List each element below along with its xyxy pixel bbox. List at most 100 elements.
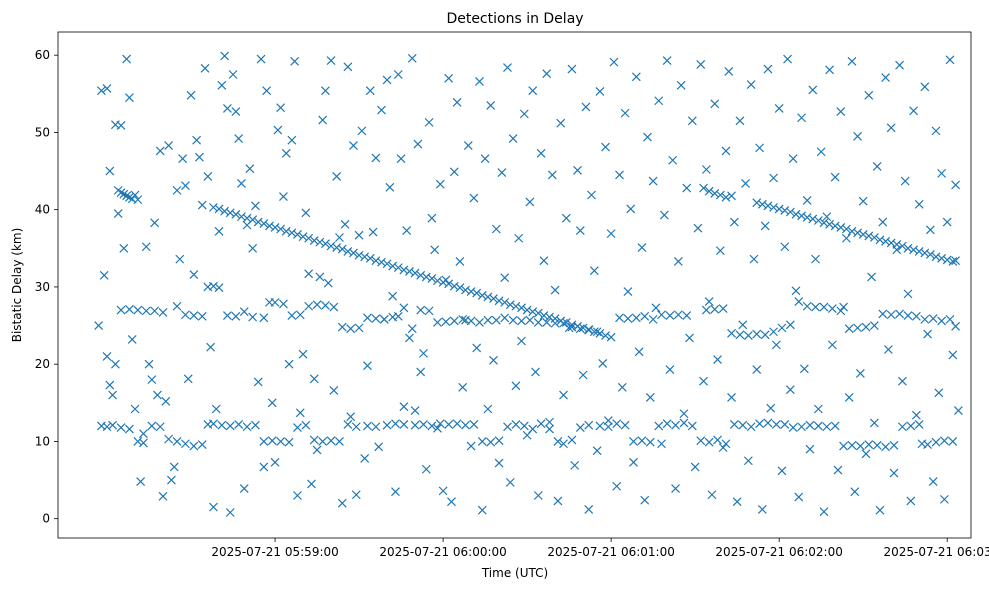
data-point bbox=[124, 424, 134, 434]
data-point bbox=[155, 146, 165, 156]
data-point bbox=[427, 213, 437, 223]
data-point bbox=[287, 135, 297, 145]
data-point bbox=[889, 468, 899, 478]
data-point bbox=[494, 436, 504, 446]
data-point bbox=[391, 487, 400, 497]
data-point bbox=[704, 437, 714, 447]
data-point bbox=[662, 56, 672, 66]
data-point bbox=[421, 272, 431, 282]
y-tick-label: 10 bbox=[35, 434, 50, 448]
data-point bbox=[536, 419, 546, 429]
data-point bbox=[458, 382, 468, 392]
data-point bbox=[637, 436, 647, 446]
data-point bbox=[645, 392, 655, 402]
data-point bbox=[444, 279, 454, 289]
data-point bbox=[136, 477, 146, 487]
data-point bbox=[315, 272, 325, 282]
data-point bbox=[651, 303, 661, 313]
data-point bbox=[323, 278, 333, 288]
data-point bbox=[273, 125, 283, 135]
data-point bbox=[517, 316, 526, 326]
data-point bbox=[609, 57, 619, 67]
data-point bbox=[234, 420, 244, 429]
data-point bbox=[110, 359, 120, 369]
data-point bbox=[802, 195, 812, 205]
data-point bbox=[813, 404, 823, 414]
data-point bbox=[245, 164, 255, 174]
data-point bbox=[825, 219, 834, 229]
data-point bbox=[449, 281, 459, 291]
data-point bbox=[819, 218, 829, 228]
data-point bbox=[889, 440, 899, 450]
data-point bbox=[318, 115, 328, 125]
data-point bbox=[682, 183, 692, 193]
data-point bbox=[570, 460, 580, 470]
data-point bbox=[220, 206, 230, 216]
data-point bbox=[262, 86, 272, 96]
data-point bbox=[813, 421, 823, 431]
data-point bbox=[897, 422, 907, 432]
data-point bbox=[914, 199, 924, 209]
data-point bbox=[209, 281, 218, 291]
data-point bbox=[710, 304, 720, 314]
data-point bbox=[847, 226, 857, 236]
data-point bbox=[169, 462, 179, 472]
data-point bbox=[141, 242, 151, 252]
data-point bbox=[939, 436, 949, 446]
data-point bbox=[850, 487, 860, 497]
data-point bbox=[757, 504, 767, 514]
data-point bbox=[360, 252, 370, 262]
data-point bbox=[727, 392, 736, 402]
data-point bbox=[192, 135, 202, 145]
data-point bbox=[830, 421, 840, 431]
data-point bbox=[559, 390, 568, 400]
data-point bbox=[461, 420, 470, 430]
data-point bbox=[433, 276, 442, 286]
data-point bbox=[105, 166, 115, 176]
data-point bbox=[138, 429, 148, 439]
data-point bbox=[477, 291, 487, 300]
data-point bbox=[886, 123, 896, 133]
data-point bbox=[931, 252, 941, 262]
data-point bbox=[167, 475, 176, 485]
data-point bbox=[811, 302, 820, 312]
data-point bbox=[797, 113, 806, 123]
data-point bbox=[575, 423, 585, 432]
data-point bbox=[545, 424, 554, 434]
data-point bbox=[533, 308, 543, 318]
data-point bbox=[802, 301, 812, 311]
data-point bbox=[673, 310, 683, 320]
data-point bbox=[360, 454, 370, 463]
data-point bbox=[287, 228, 297, 238]
x-tick-label: 2025-07-21 06:03:00 bbox=[883, 545, 989, 559]
data-point bbox=[592, 446, 602, 456]
data-point bbox=[942, 255, 952, 265]
data-point bbox=[133, 305, 143, 315]
data-point bbox=[494, 458, 504, 468]
data-point bbox=[701, 305, 711, 315]
data-point bbox=[239, 307, 249, 317]
data-point bbox=[259, 437, 269, 446]
data-point bbox=[265, 297, 274, 307]
data-point bbox=[463, 141, 473, 150]
data-point bbox=[211, 404, 221, 414]
data-point bbox=[147, 375, 157, 385]
data-point bbox=[99, 270, 109, 280]
data-point bbox=[654, 421, 664, 431]
data-point bbox=[433, 318, 442, 327]
data-point bbox=[595, 421, 605, 431]
data-point bbox=[813, 216, 823, 225]
data-point bbox=[928, 314, 938, 324]
data-point bbox=[231, 107, 241, 116]
data-point bbox=[172, 301, 182, 311]
data-point bbox=[388, 291, 398, 301]
data-point bbox=[928, 477, 938, 487]
data-point bbox=[567, 435, 577, 445]
data-point bbox=[743, 456, 753, 466]
data-point bbox=[724, 66, 734, 76]
data-point bbox=[497, 168, 507, 178]
data-point bbox=[637, 243, 647, 252]
data-point bbox=[559, 439, 568, 449]
data-point bbox=[259, 462, 269, 472]
data-point bbox=[777, 323, 787, 333]
